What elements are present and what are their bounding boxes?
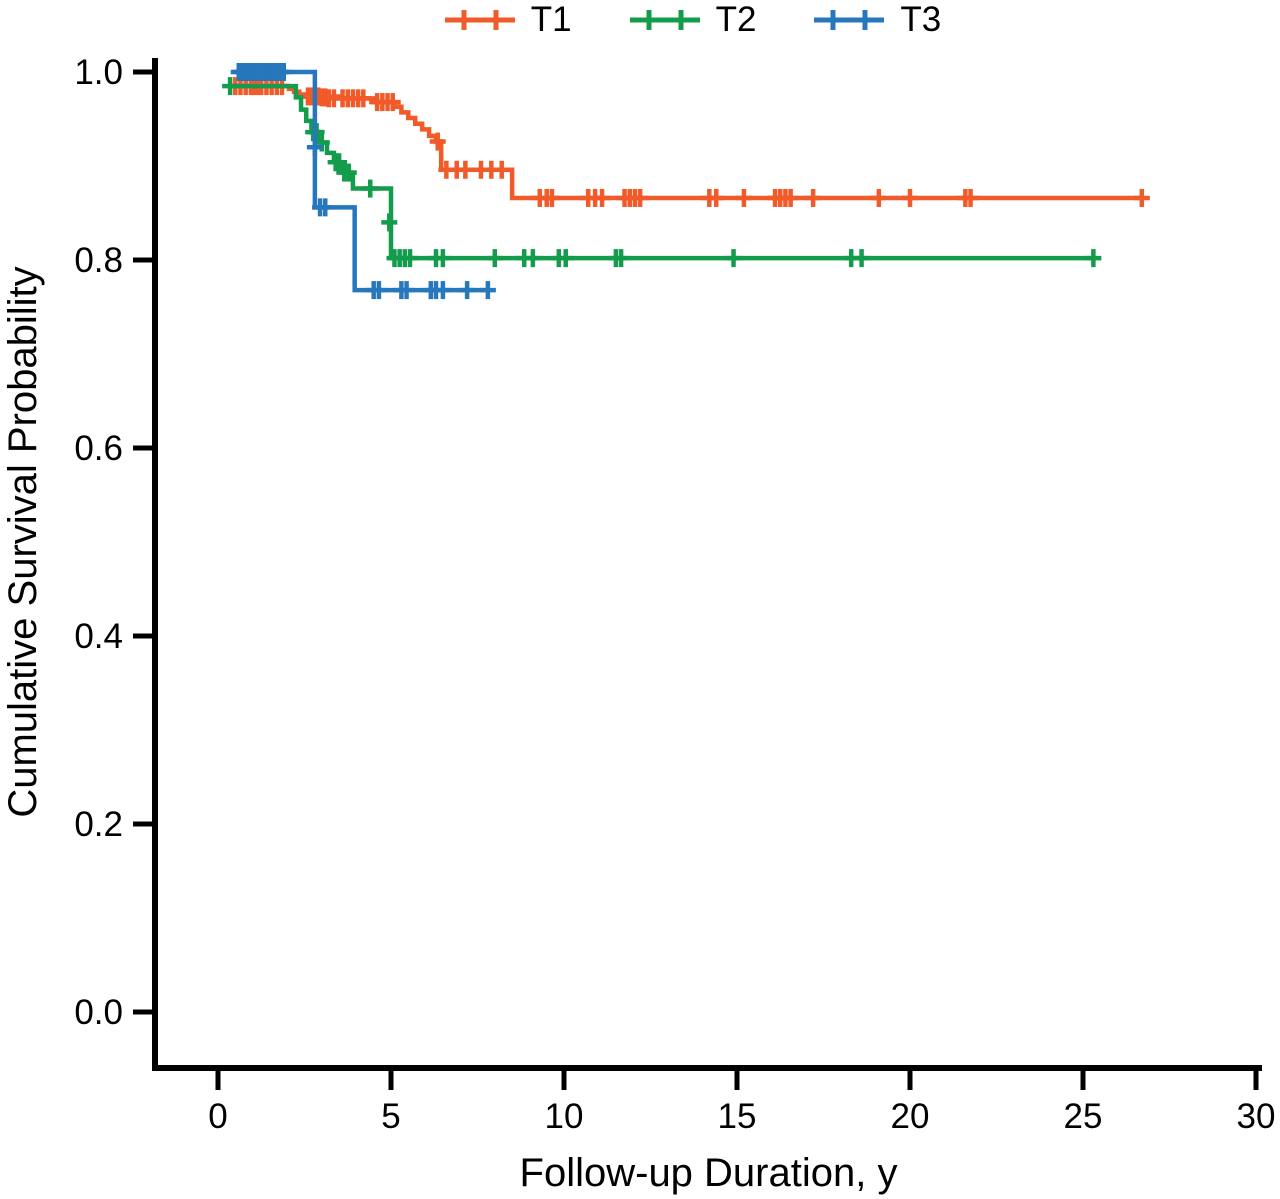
y-tick-label: 0.8 bbox=[74, 241, 123, 280]
series-line-t2 bbox=[228, 83, 1094, 261]
x-tick-label: 10 bbox=[545, 1097, 584, 1136]
legend-label-t2: T2 bbox=[715, 0, 757, 39]
legend-item-t3: T3 bbox=[812, 2, 941, 37]
x-tick-label: 5 bbox=[381, 1097, 400, 1136]
y-tick-label: 0.0 bbox=[74, 993, 123, 1032]
legend-symbol-t1 bbox=[444, 9, 515, 30]
x-axis-label: Follow-up Duration, y bbox=[520, 1151, 898, 1195]
legend-label-t1: T1 bbox=[530, 0, 572, 39]
y-tick-label: 0.2 bbox=[74, 805, 123, 844]
chart-legend: T1 T2 T3 bbox=[0, 2, 1280, 37]
y-tick-label: 1.0 bbox=[74, 53, 123, 92]
censor-marks-t3 bbox=[230, 63, 496, 300]
legend-item-t1: T1 bbox=[443, 2, 572, 37]
legend-symbol-t3 bbox=[814, 9, 885, 30]
x-tick-label: 20 bbox=[891, 1097, 930, 1136]
legend-label-t3: T3 bbox=[900, 0, 942, 39]
y-tick-label: 0.6 bbox=[74, 429, 123, 468]
legend-item-t2: T2 bbox=[628, 0, 757, 39]
y-axis-label: Cumulative Survival Probability bbox=[1, 266, 45, 817]
x-tick-label: 30 bbox=[1237, 1097, 1276, 1136]
x-tick-label: 15 bbox=[718, 1097, 757, 1136]
x-tick-label: 25 bbox=[1064, 1097, 1103, 1136]
x-tick-label: 0 bbox=[208, 1097, 227, 1136]
y-tick-label: 0.4 bbox=[74, 617, 123, 656]
legend-symbol-t2 bbox=[629, 9, 700, 30]
